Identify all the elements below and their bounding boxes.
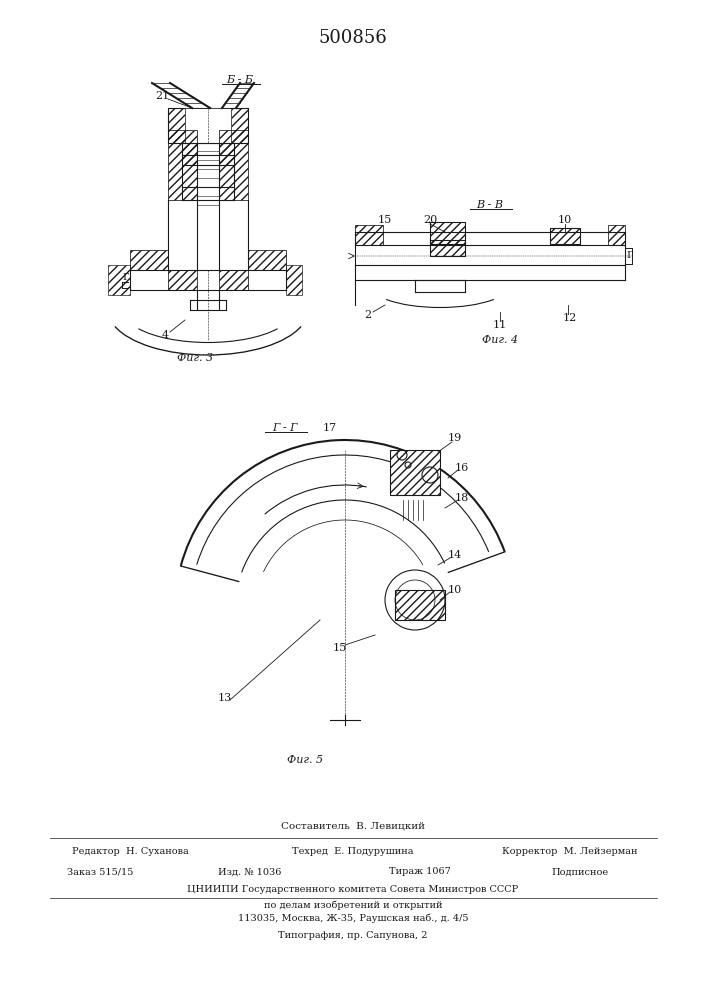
Text: 19: 19 [448,433,462,443]
Text: 500856: 500856 [319,29,387,47]
Text: Тираж 1067: Тираж 1067 [389,867,451,876]
Text: Редактор  Н. Суханова: Редактор Н. Суханова [71,848,188,856]
Text: 15: 15 [378,215,392,225]
Text: Фиг. 4: Фиг. 4 [482,335,518,345]
Text: Б - Б: Б - Б [226,75,254,85]
Text: 12: 12 [563,313,577,323]
Text: Г: Г [123,273,129,282]
Text: Типография, пр. Сапунова, 2: Типография, пр. Сапунова, 2 [279,930,428,940]
Text: 16: 16 [455,463,469,473]
Text: Фиг. 5: Фиг. 5 [287,755,323,765]
Text: Техред  Е. Подурушина: Техред Е. Подурушина [292,848,414,856]
Text: Г: Г [626,251,633,260]
Text: Изд. № 1036: Изд. № 1036 [218,867,281,876]
Text: Заказ 515/15: Заказ 515/15 [67,867,133,876]
Text: 4: 4 [161,330,168,340]
Text: 17: 17 [323,423,337,433]
Text: ЦНИИПИ Государственного комитета Совета Министров СССР: ЦНИИПИ Государственного комитета Совета … [187,886,519,894]
FancyBboxPatch shape [390,450,440,495]
Text: 2: 2 [364,310,372,320]
Text: Подписное: Подписное [551,867,609,876]
Text: Составитель  В. Левицкий: Составитель В. Левицкий [281,822,425,830]
Text: 20: 20 [423,215,437,225]
Text: 13: 13 [218,693,232,703]
FancyBboxPatch shape [185,108,231,143]
Text: В - В: В - В [477,200,503,210]
Text: Фиг. 3: Фиг. 3 [177,353,213,363]
Text: 11: 11 [493,320,507,330]
Text: 10: 10 [558,215,572,225]
Text: Корректор  М. Лейзерман: Корректор М. Лейзерман [502,848,638,856]
Text: 15: 15 [333,643,347,653]
Text: Г - Г: Г - Г [272,423,298,433]
Text: по делам изобретений и открытий: по делам изобретений и открытий [264,900,443,910]
Text: 10: 10 [448,585,462,595]
Text: 21: 21 [155,91,169,101]
Text: 14: 14 [448,550,462,560]
Text: 113035, Москва, Ж-35, Раушская наб., д. 4/5: 113035, Москва, Ж-35, Раушская наб., д. … [238,913,468,923]
Text: 18: 18 [455,493,469,503]
